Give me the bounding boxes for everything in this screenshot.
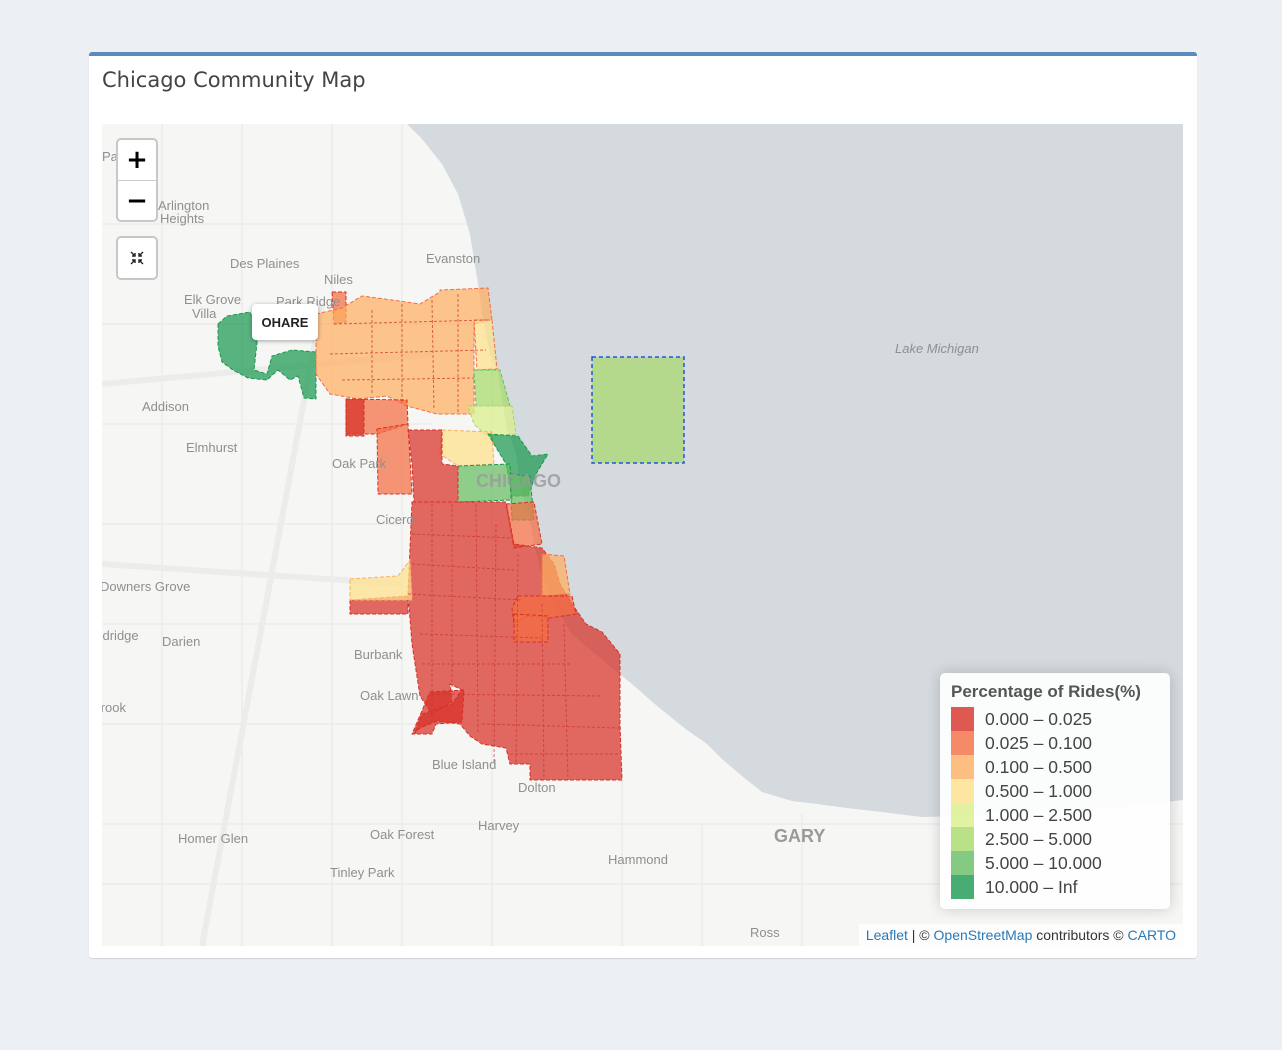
legend-label: 5.000 – 10.000 [985, 852, 1102, 873]
osm-link[interactable]: OpenStreetMap [933, 927, 1033, 943]
legend-swatch [951, 851, 974, 875]
svg-text:Ross: Ross [750, 925, 780, 940]
svg-text:Dolton: Dolton [518, 780, 556, 795]
box-title: Chicago Community Map [102, 68, 366, 92]
zoom-out-button[interactable]: − [118, 180, 156, 220]
svg-text:Cicero: Cicero [376, 512, 414, 527]
legend-label: 1.000 – 2.500 [985, 804, 1093, 825]
svg-text:Oak Forest: Oak Forest [370, 827, 435, 842]
svg-text:Lake Michigan: Lake Michigan [895, 341, 979, 356]
map-tiles: Lake Michigan [102, 124, 1183, 946]
svg-text:Darien: Darien [162, 634, 200, 649]
svg-text:Tinley Park: Tinley Park [330, 865, 395, 880]
ohare-tooltip: OHARE [252, 304, 318, 340]
legend: Percentage of Rides(%) 0.000 – 0.025 0.02… [940, 673, 1170, 909]
svg-text:Hammond: Hammond [608, 852, 668, 867]
svg-text:Elmhurst: Elmhurst [186, 440, 238, 455]
reset-view-button[interactable] [116, 236, 158, 280]
map-box: Chicago Community Map Lake Michigan [89, 52, 1197, 958]
legend-swatch [951, 779, 974, 803]
attribution-sep: | © [907, 927, 934, 943]
legend-label: 10.000 – Inf [985, 876, 1078, 897]
legend-item: 1.000 – 2.500 [951, 803, 1159, 827]
carto-link[interactable]: CARTO [1127, 927, 1177, 943]
legend-swatch [951, 827, 974, 851]
svg-text:Burbank: Burbank [354, 647, 403, 662]
collapse-arrows-icon [130, 251, 144, 265]
svg-text:Arlington: Arlington [158, 198, 209, 213]
zoom-in-button[interactable]: + [126, 145, 148, 175]
leaflet-link[interactable]: Leaflet [865, 927, 908, 943]
svg-text:Elk Grove: Elk Grove [184, 292, 241, 307]
svg-text:Villa: Villa [192, 306, 217, 321]
svg-text:Blue Island: Blue Island [432, 757, 496, 772]
svg-text:GARY: GARY [774, 826, 825, 846]
legend-item: 5.000 – 10.000 [951, 851, 1159, 875]
svg-text:Brook: Brook [102, 700, 126, 715]
legend-title: Percentage of Rides(%) [951, 682, 1141, 701]
svg-text:Evanston: Evanston [426, 251, 480, 266]
legend-label: 2.500 – 5.000 [985, 828, 1093, 849]
legend-swatch [951, 707, 974, 731]
svg-text:Homer Glen: Homer Glen [178, 831, 248, 846]
legend-label: 0.025 – 0.100 [985, 732, 1093, 753]
chicago-map[interactable]: Lake Michigan [102, 124, 1183, 946]
svg-text:Oak Lawn: Oak Lawn [360, 688, 419, 703]
svg-text:Niles: Niles [324, 272, 353, 287]
attribution: Leaflet | © OpenStreetMap contributors ©… [858, 924, 1183, 946]
svg-text:Woodridge: Woodridge [102, 628, 139, 643]
svg-text:Oak Park: Oak Park [332, 456, 387, 471]
legend-item: 0.100 – 0.500 [951, 755, 1159, 779]
svg-text:Des Plaines: Des Plaines [230, 256, 300, 271]
legend-item: 10.000 – Inf [951, 875, 1159, 899]
legend-item: 2.500 – 5.000 [951, 827, 1159, 851]
legend-swatch [951, 731, 974, 755]
zoom-control: + − [116, 138, 158, 222]
legend-label: 0.000 – 0.025 [985, 708, 1093, 729]
legend-swatch [951, 875, 974, 899]
legend-item: 0.025 – 0.100 [951, 731, 1159, 755]
legend-label: 0.100 – 0.500 [985, 756, 1093, 777]
svg-text:CHICAGO: CHICAGO [476, 471, 561, 491]
legend-label: 0.500 – 1.000 [985, 780, 1093, 801]
svg-text:Harvey: Harvey [478, 818, 520, 833]
svg-text:Downers Grove: Downers Grove [102, 579, 190, 594]
legend-item: 0.500 – 1.000 [951, 779, 1159, 803]
svg-text:Addison: Addison [142, 399, 189, 414]
attribution-contributors: contributors © [1032, 927, 1128, 943]
legend-item: 0.000 – 0.025 [951, 707, 1159, 731]
legend-swatch [951, 803, 974, 827]
svg-text:Heights: Heights [160, 211, 205, 226]
legend-swatch [951, 755, 974, 779]
